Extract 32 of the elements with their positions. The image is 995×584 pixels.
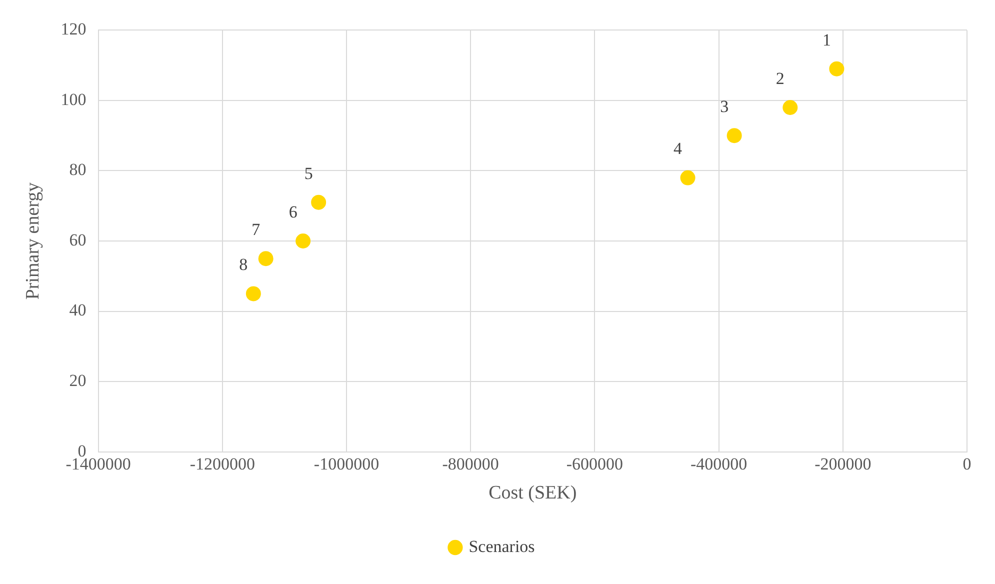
x-tick-label: -800000: [442, 454, 499, 474]
annotation: 3: [720, 97, 729, 116]
x-tick-label: -200000: [814, 454, 872, 474]
y-tick-label: 20: [69, 371, 86, 390]
x-tick-label: -400000: [690, 454, 748, 474]
x-tick-label: -1000000: [314, 454, 380, 474]
y-tick-label: 40: [69, 300, 86, 320]
point: [680, 170, 696, 186]
point: [726, 128, 742, 144]
point: [829, 61, 844, 76]
point: [296, 234, 311, 248]
annotation: 7: [252, 220, 261, 240]
y-tick-label: 120: [60, 20, 86, 39]
x-axis-title: Cost (SEK): [488, 482, 577, 504]
annotation: 5: [304, 164, 313, 183]
annotation: 4: [674, 139, 683, 158]
annotation: 8: [239, 255, 248, 274]
annotation: 6: [288, 202, 298, 222]
y-tick-label: 100: [60, 90, 86, 109]
y-tick-label: 80: [69, 160, 86, 180]
x-tick-label: -600000: [566, 454, 624, 474]
point: [246, 286, 261, 302]
annotation: 2: [776, 68, 784, 88]
point: [782, 100, 798, 115]
y-axis-title: Primary energy: [22, 182, 44, 300]
x-tick-label: -1200000: [190, 454, 255, 474]
y-tick-label: 60: [69, 230, 86, 250]
x-tick-label: 0: [962, 454, 972, 474]
annotation: 1: [822, 30, 831, 50]
point: [311, 194, 326, 210]
legend-label: Scenarios: [468, 536, 535, 556]
point: [258, 251, 274, 266]
